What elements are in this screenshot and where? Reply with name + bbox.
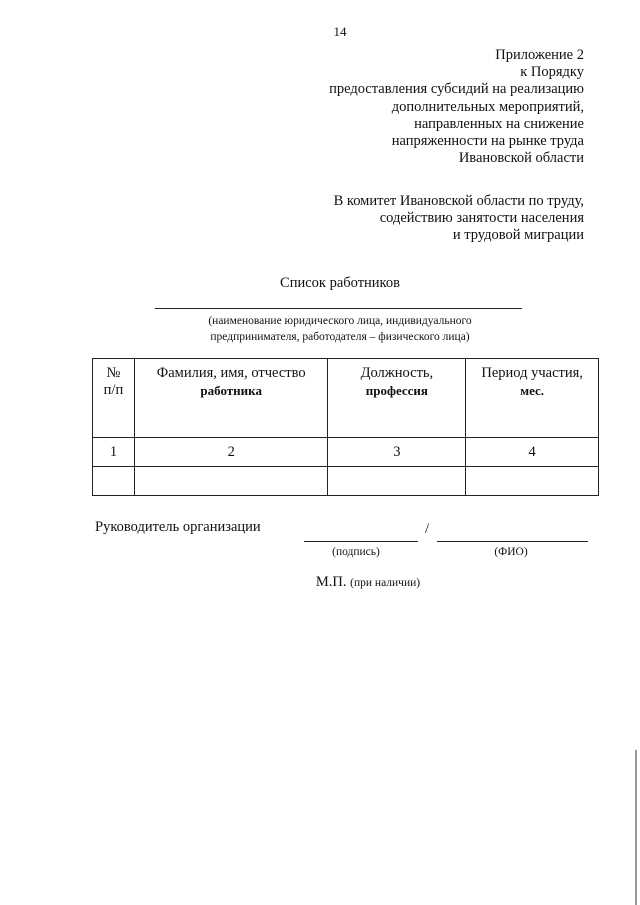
appendix-line: к Порядку xyxy=(520,64,584,81)
appendix-line: Приложение 2 xyxy=(495,47,584,63)
header-period: Период участия, мес. xyxy=(465,358,599,438)
header-number: № п/п xyxy=(92,358,135,438)
org-caption-line: предпринимателя, работодателя – физическ… xyxy=(210,331,470,343)
signature-caption: (подпись) xyxy=(332,546,380,558)
org-caption-line: (наименование юридического лица, индивид… xyxy=(208,315,472,327)
table-cell xyxy=(465,466,599,496)
org-caption: (наименование юридического лица, индивид… xyxy=(208,313,471,345)
table-cell: 2 xyxy=(133,437,329,467)
page-number: 14 xyxy=(333,24,347,39)
table-cell: 4 xyxy=(465,437,599,467)
appendix-line: дополнительных мероприятий, xyxy=(391,98,584,115)
table-cell xyxy=(92,466,135,496)
scan-edge-artifact xyxy=(635,750,637,905)
name-caption: (ФИО) xyxy=(494,546,528,558)
table-row: 1 2 3 4 xyxy=(92,437,599,467)
appendix-line: Ивановской области xyxy=(458,150,584,167)
table-cell: 3 xyxy=(327,437,467,467)
stamp-note: М.П. (при наличии) xyxy=(316,574,420,591)
stamp-label: М.П. xyxy=(315,574,347,590)
signature-line xyxy=(304,541,418,542)
signature-label: Руководитель организации xyxy=(95,519,261,535)
appendix-line: напряженности на рынке труда xyxy=(391,133,584,150)
addressee-block: В комитет Ивановской области по труду, с… xyxy=(334,193,584,245)
signature-separator: / xyxy=(425,521,430,537)
table-cell xyxy=(327,466,467,496)
appendix-line: предоставления субсидий на реализацию xyxy=(329,81,584,98)
table-cell: 1 xyxy=(92,437,135,467)
addressee-line: и трудовой миграции xyxy=(452,227,584,244)
addressee-line: содействию занятости населения xyxy=(379,210,584,227)
workers-table: № п/п Фамилия, имя, отчество работника Дол… xyxy=(92,358,599,496)
table-header-row: № п/п Фамилия, имя, отчество работника Дол… xyxy=(92,358,599,438)
org-name-line xyxy=(155,308,522,309)
name-line xyxy=(437,541,588,542)
appendix-block: Приложение 2 к Порядку предоставления су… xyxy=(329,47,584,167)
document-title: Список работников xyxy=(280,275,400,291)
addressee-line: В комитет Ивановской области по труду, xyxy=(333,193,584,209)
table-row xyxy=(92,466,599,496)
table-cell xyxy=(133,466,329,496)
header-full-name: Фамилия, имя, отчество работника xyxy=(133,358,329,438)
appendix-line: направленных на снижение xyxy=(414,115,584,132)
header-position: Должность, профессия xyxy=(327,358,467,438)
stamp-condition: (при наличии) xyxy=(350,577,421,589)
